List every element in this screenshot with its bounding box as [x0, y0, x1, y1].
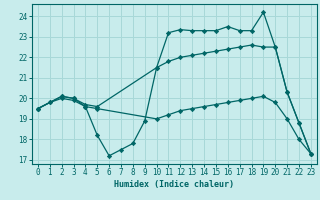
X-axis label: Humidex (Indice chaleur): Humidex (Indice chaleur) — [115, 180, 234, 189]
